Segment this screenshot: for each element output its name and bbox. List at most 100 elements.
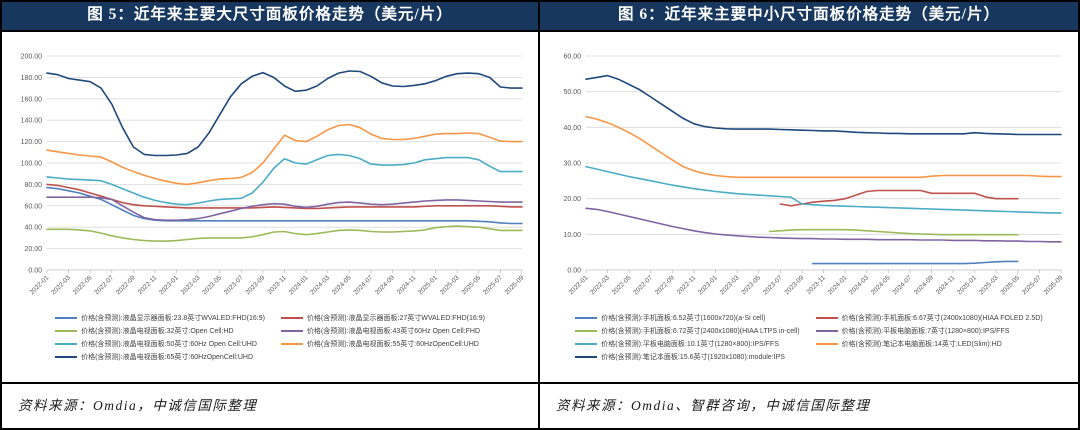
legend-swatch [280,317,303,319]
series-line [585,115,1062,179]
legend-item: 价格(含预测):液晶电视面板:32英寸:Open Cell:HD [55,326,265,336]
svg-text:10.00: 10.00 [563,232,581,239]
legend-label: 价格(含预测):笔记本电脑面板:14英寸:LED(Slim):HD [841,341,1002,348]
legend-swatch [55,356,78,358]
legend-label: 价格(含预测):液晶电视面板:32英寸:Open Cell:HD [81,328,234,335]
svg-text:2022-05: 2022-05 [611,274,633,296]
legend-swatch [815,343,838,345]
svg-text:2025-09: 2025-09 [1043,274,1065,296]
svg-text:2025-07: 2025-07 [482,274,504,296]
svg-text:160.00: 160.00 [21,96,43,103]
legend-swatch [280,330,303,332]
legend-item: 价格(含预测):液晶电视面板:65英寸:60HzOpenCell:UHD [55,352,265,362]
svg-text:2023-07: 2023-07 [223,274,245,296]
legend-item: 价格(含预测):液晶显示器面板:23.8英寸WVALED:FHD(16:9) [55,313,265,323]
legend-swatch [575,330,598,332]
svg-text:2025-07: 2025-07 [1021,274,1043,296]
legend-swatch [55,317,78,319]
svg-text:2024-03: 2024-03 [309,274,331,296]
svg-text:2022-07: 2022-07 [93,274,115,296]
series-line [46,183,523,210]
svg-text:2024-01: 2024-01 [827,274,849,296]
legend-label: 价格(含预测):液晶电视面板:55英寸:60HzOpenCell:UHD [306,341,479,348]
legend-swatch [575,356,598,358]
legend-item: 价格(含预测):手机面板:6.67英寸(2400x1080)(HIAA FOLE… [815,313,1043,323]
legend-item: 价格(含预测):笔记本电脑面板:14英寸:LED(Slim):HD [815,339,1043,349]
svg-text:2024-11: 2024-11 [935,274,957,296]
svg-text:2024-05: 2024-05 [870,274,892,296]
series-line [585,207,1062,243]
svg-text:2025-01: 2025-01 [417,274,439,296]
svg-text:2023-09: 2023-09 [245,274,267,296]
svg-text:2022-09: 2022-09 [115,274,137,296]
svg-text:60.00: 60.00 [563,54,581,61]
svg-text:2023-03: 2023-03 [180,274,202,296]
svg-text:2022-01: 2022-01 [568,274,590,296]
legend-item: 价格(含预测):液晶电视面板:43英寸60Hz Open Cell:FHD [280,326,485,336]
figure6-legend: 价格(含预测):手机面板:6.52英寸(1600x720)(a-Si cell)… [540,308,1078,382]
figure6-title: 图 6：近年来主要中小尺寸面板价格走势（美元/片） [540,2,1078,32]
svg-text:2024-05: 2024-05 [331,274,353,296]
svg-text:2022-03: 2022-03 [50,274,72,296]
svg-text:100.00: 100.00 [21,161,43,168]
svg-text:60.00: 60.00 [24,203,42,210]
legend-label: 价格(含预测):手机面板:6.67英寸(2400x1080)(HIAA FOLE… [841,315,1043,322]
svg-text:2022-07: 2022-07 [632,274,654,296]
legend-swatch [575,343,598,345]
figure6-chart: 0.00 10.00 20.00 30.00 40.00 50.00 60.00 2022-0… [540,32,1078,308]
legend-label: 价格(含预测):液晶显示器面板:23.8英寸WVALED:FHD(16:9) [81,315,265,322]
svg-text:2024-03: 2024-03 [848,274,870,296]
legend-label: 价格(含预测):平板电脑面板:10.1英寸(1280×800):IPS/FFS [601,341,779,348]
legend-item: 价格(含预测):液晶电视面板:55英寸:60HzOpenCell:UHD [280,339,485,349]
svg-text:20.00: 20.00 [563,196,581,203]
svg-text:2025-03: 2025-03 [439,274,461,296]
figure5-chart: 0.00 20.00 40.00 60.00 80.00 100.00 120.00 140.… [2,32,538,308]
svg-text:0.00: 0.00 [28,268,42,275]
svg-text:2024-07: 2024-07 [352,274,374,296]
svg-text:2023-11: 2023-11 [266,274,288,296]
legend-swatch [815,330,838,332]
svg-text:2023-09: 2023-09 [784,274,806,296]
series-line [811,260,1019,265]
legend-label: 价格(含预测):笔记本面板:15.6英寸(1920x1080):module:I… [601,354,785,361]
svg-text:80.00: 80.00 [24,182,42,189]
figure5-source: 资料来源：Omdia，中诚信国际整理 [2,382,538,428]
legend-swatch [280,343,303,345]
svg-text:40.00: 40.00 [563,125,581,132]
svg-text:2022-09: 2022-09 [654,274,676,296]
svg-text:2024-09: 2024-09 [913,274,935,296]
legend-item: 价格(含预测):笔记本面板:15.6英寸(1920x1080):module:I… [575,352,799,362]
legend-label: 价格(含预测):液晶电视面板:65英寸:60HzOpenCell:UHD [81,354,253,361]
svg-text:0.00: 0.00 [567,268,581,275]
legend-item: 价格(含预测):平板电脑面板:10.1英寸(1280×800):IPS/FFS [575,339,799,349]
svg-text:2025-05: 2025-05 [460,274,482,296]
legend-item: 价格(含预测):平板电脑面板:7英寸(1280×800):IPS/FFS [815,326,1043,336]
svg-text:2024-07: 2024-07 [891,274,913,296]
legend-item: 价格(含预测):手机面板:6.52英寸(1600x720)(a-Si cell) [575,313,799,323]
svg-text:2023-03: 2023-03 [719,274,741,296]
series-line [46,153,523,206]
figure5-title: 图 5：近年来主要大尺寸面板价格走势（美元/片） [2,2,538,32]
svg-text:2023-05: 2023-05 [201,274,223,296]
svg-text:30.00: 30.00 [563,161,581,168]
legend-label: 价格(含预测):平板电脑面板:7英寸(1280×800):IPS/FFS [841,328,1010,335]
line-chart: 0.00 20.00 40.00 60.00 80.00 100.00 120.00 140.… [21,54,526,297]
legend-label: 价格(含预测):液晶电视面板:43英寸60Hz Open Cell:FHD [306,328,481,335]
legend-item: 价格(含预测):手机面板:6.72英寸(2400x1080)(HIAA LTPS… [575,326,800,336]
figure6-source: 资料来源：Omdia、智群咨询，中诚信国际整理 [540,382,1078,428]
svg-text:180.00: 180.00 [21,75,43,82]
figure5-legend: 价格(含预测):液晶显示器面板:23.8英寸WVALED:FHD(16:9) 价格… [2,308,538,382]
legend-label: 价格(含预测):手机面板:6.72英寸(2400x1080)(HIAA LTPS… [601,328,800,335]
svg-text:2022-11: 2022-11 [676,274,698,296]
legend-item: 价格(含预测):液晶显示器面板:27英寸WVALED:FHD(16:9) [280,313,485,323]
svg-text:40.00: 40.00 [24,225,42,232]
svg-text:2022-11: 2022-11 [137,274,159,296]
svg-text:2023-07: 2023-07 [762,274,784,296]
series-line [585,74,1062,136]
svg-text:2022-01: 2022-01 [29,274,51,296]
svg-text:2022-05: 2022-05 [72,274,94,296]
legend-label: 价格(含预测):液晶显示器面板:27英寸WVALED:FHD(16:9) [306,315,485,322]
figure6-panel: 图 6：近年来主要中小尺寸面板价格走势（美元/片） 0.00 10.00 20.00… [540,2,1078,428]
legend-label: 价格(含预测):液晶电视面板:50英寸:60Hz Open Cell:UHD [81,341,257,348]
svg-text:2024-11: 2024-11 [396,274,418,296]
